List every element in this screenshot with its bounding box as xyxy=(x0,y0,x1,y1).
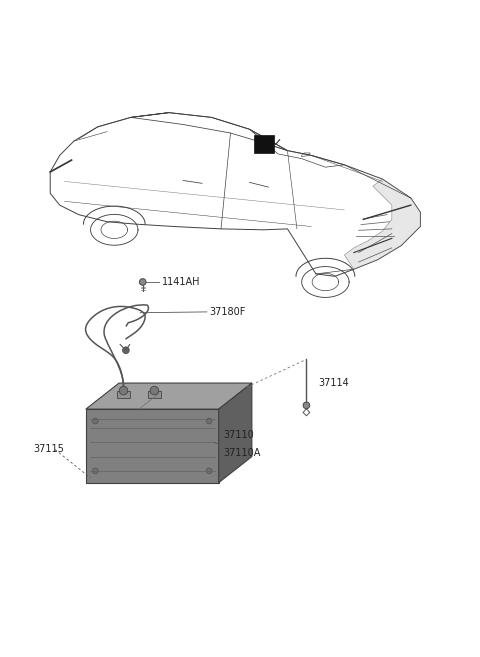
Text: 1141AH: 1141AH xyxy=(162,277,200,287)
Circle shape xyxy=(93,468,98,474)
Text: 37180F: 37180F xyxy=(209,307,246,317)
Text: 37110: 37110 xyxy=(223,430,254,440)
Bar xyxy=(117,390,130,397)
Polygon shape xyxy=(86,409,219,483)
Polygon shape xyxy=(253,135,275,154)
Polygon shape xyxy=(219,383,252,483)
Circle shape xyxy=(139,279,146,285)
Bar xyxy=(148,390,160,397)
Text: 37110A: 37110A xyxy=(223,448,261,458)
Text: 37114: 37114 xyxy=(318,378,349,388)
Text: 37115: 37115 xyxy=(34,445,64,455)
Polygon shape xyxy=(86,383,252,409)
Circle shape xyxy=(206,468,212,474)
Circle shape xyxy=(206,418,212,424)
Circle shape xyxy=(119,386,128,395)
Circle shape xyxy=(150,386,158,395)
Circle shape xyxy=(303,402,310,409)
Circle shape xyxy=(122,347,129,353)
Circle shape xyxy=(93,418,98,424)
Polygon shape xyxy=(344,179,420,269)
